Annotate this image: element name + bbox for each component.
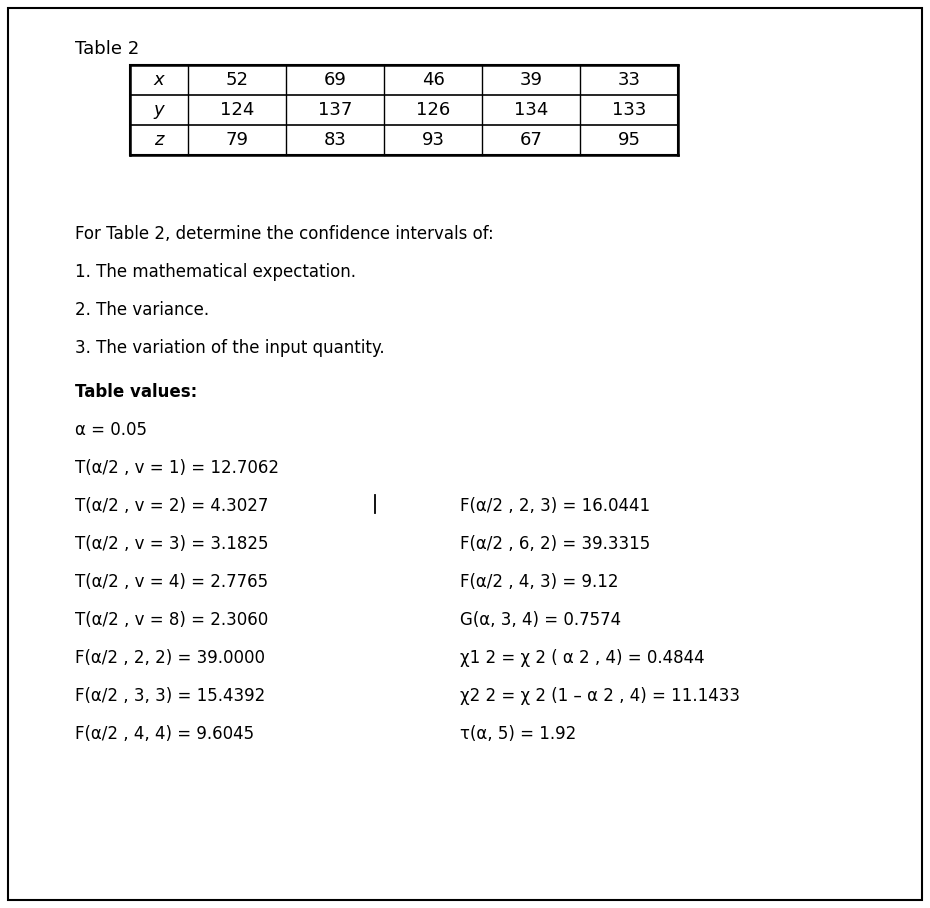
Text: 1. The mathematical expectation.: 1. The mathematical expectation. — [75, 263, 356, 281]
Text: 39: 39 — [520, 71, 542, 89]
Text: α = 0.05: α = 0.05 — [75, 421, 147, 439]
Text: y: y — [153, 101, 165, 119]
Bar — [130, 65, 678, 155]
Text: F(α/2 , 2, 2) = 39.0000: F(α/2 , 2, 2) = 39.0000 — [75, 649, 265, 667]
Text: T(α/2 , v = 2) = 4.3027: T(α/2 , v = 2) = 4.3027 — [75, 497, 269, 515]
Text: F(α/2 , 2, 3) = 16.0441: F(α/2 , 2, 3) = 16.0441 — [460, 497, 650, 515]
Text: T(α/2 , v = 4) = 2.7765: T(α/2 , v = 4) = 2.7765 — [75, 573, 268, 591]
Text: F(α/2 , 4, 4) = 9.6045: F(α/2 , 4, 4) = 9.6045 — [75, 725, 254, 743]
Text: T(α/2 , v = 1) = 12.7062: T(α/2 , v = 1) = 12.7062 — [75, 459, 279, 477]
Text: χ2 2 = χ 2 (1 – α 2 , 4) = 11.1433: χ2 2 = χ 2 (1 – α 2 , 4) = 11.1433 — [460, 687, 740, 705]
Text: 124: 124 — [219, 101, 254, 119]
Text: 83: 83 — [324, 131, 347, 149]
Text: 69: 69 — [324, 71, 347, 89]
Text: 46: 46 — [421, 71, 445, 89]
Text: x: x — [153, 71, 165, 89]
Text: 126: 126 — [416, 101, 450, 119]
Text: G(α, 3, 4) = 0.7574: G(α, 3, 4) = 0.7574 — [460, 611, 621, 629]
Text: T(α/2 , v = 8) = 2.3060: T(α/2 , v = 8) = 2.3060 — [75, 611, 268, 629]
Text: 137: 137 — [318, 101, 352, 119]
Text: F(α/2 , 6, 2) = 39.3315: F(α/2 , 6, 2) = 39.3315 — [460, 535, 650, 553]
Text: Table 2: Table 2 — [75, 40, 140, 58]
Text: z: z — [154, 131, 164, 149]
Text: 95: 95 — [618, 131, 641, 149]
Text: T(α/2 , v = 3) = 3.1825: T(α/2 , v = 3) = 3.1825 — [75, 535, 269, 553]
Text: 67: 67 — [520, 131, 542, 149]
Text: 79: 79 — [225, 131, 248, 149]
Text: 33: 33 — [618, 71, 641, 89]
Text: 3. The variation of the input quantity.: 3. The variation of the input quantity. — [75, 339, 385, 357]
Text: χ1 2 = χ 2 ( α 2 , 4) = 0.4844: χ1 2 = χ 2 ( α 2 , 4) = 0.4844 — [460, 649, 705, 667]
Text: Table values:: Table values: — [75, 383, 197, 401]
Text: 2. The variance.: 2. The variance. — [75, 301, 209, 319]
Text: 93: 93 — [421, 131, 445, 149]
Text: 52: 52 — [225, 71, 248, 89]
Text: τ(α, 5) = 1.92: τ(α, 5) = 1.92 — [460, 725, 577, 743]
Text: 134: 134 — [513, 101, 548, 119]
Text: For Table 2, determine the confidence intervals of:: For Table 2, determine the confidence in… — [75, 225, 494, 243]
Text: F(α/2 , 4, 3) = 9.12: F(α/2 , 4, 3) = 9.12 — [460, 573, 618, 591]
Text: 133: 133 — [612, 101, 646, 119]
Text: F(α/2 , 3, 3) = 15.4392: F(α/2 , 3, 3) = 15.4392 — [75, 687, 265, 705]
